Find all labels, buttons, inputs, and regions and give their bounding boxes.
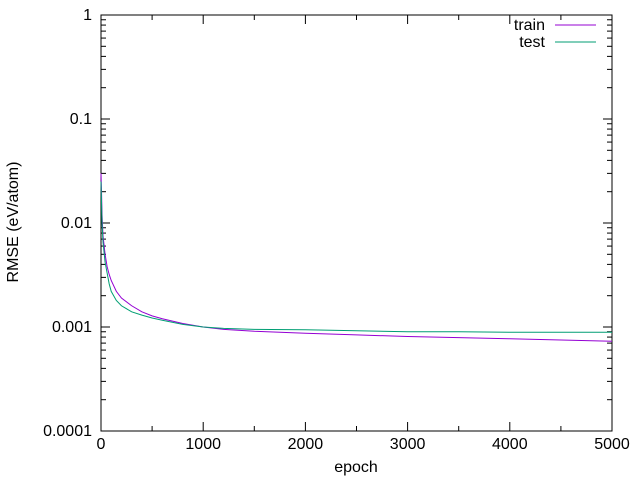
legend-label-train: train <box>514 17 545 34</box>
y-tick-label: 0.1 <box>70 111 92 128</box>
plot-frame <box>100 14 613 432</box>
x-tick-label: 2000 <box>288 436 324 453</box>
y-tick-label: 1 <box>83 7 92 24</box>
x-axis-label: epoch <box>334 459 378 476</box>
series-line-train <box>100 173 613 342</box>
y-tick-label: 0.01 <box>61 215 92 232</box>
x-tick-label: 4000 <box>492 436 528 453</box>
y-tick-label: 0.001 <box>52 319 92 336</box>
y-axis-label: RMSE (eV/atom) <box>5 162 22 283</box>
x-tick-label: 1000 <box>185 436 221 453</box>
x-tick-label: 5000 <box>594 436 630 453</box>
series-line-test <box>100 181 612 333</box>
legend-label-test: test <box>519 34 545 51</box>
series-lines <box>100 173 613 342</box>
x-tick-label: 0 <box>97 436 106 453</box>
y-tick-label: 0.0001 <box>43 423 92 440</box>
legend: train test <box>514 17 596 51</box>
x-axis-ticks: 0 1000 2000 3000 4000 5000 <box>97 15 630 453</box>
x-tick-label: 3000 <box>390 436 426 453</box>
y-axis-ticks: 0.0001 0.001 0.01 0.1 1 <box>43 7 612 440</box>
